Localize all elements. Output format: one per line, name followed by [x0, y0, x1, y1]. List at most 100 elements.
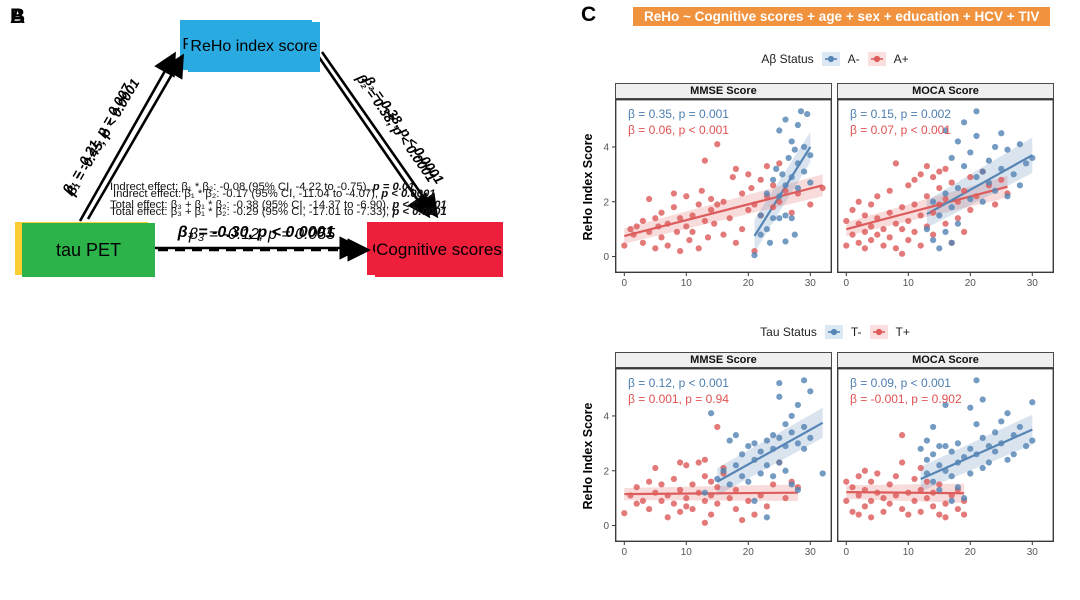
scatter-point-A+ [701, 217, 708, 225]
legend-label-t-minus: T- [850, 325, 862, 339]
scatter-point-T- [936, 442, 943, 450]
scatter-point-T- [807, 388, 814, 395]
scatter-point-A+ [967, 173, 974, 181]
scatter-point-A+ [701, 157, 708, 164]
scatter-point-A+ [673, 228, 681, 235]
scatter-point-A+ [861, 245, 868, 252]
scatter-point-A- [788, 138, 795, 145]
scatter-point-T- [770, 445, 777, 452]
scatter-point-A+ [729, 173, 736, 181]
scatter-point-T+ [652, 464, 659, 472]
scatter-point-T+ [917, 464, 924, 472]
scatter-point-T+ [757, 492, 764, 499]
scatter-point-T- [751, 440, 758, 447]
scatter-point-T- [979, 396, 986, 403]
scatter-point-A- [948, 154, 955, 162]
scatter-point-T- [708, 410, 715, 417]
x-tick-label: 0 [844, 547, 850, 558]
beta-annotation: β = 0.001, p = 0.94 [628, 392, 729, 406]
scatter-point-A+ [677, 247, 684, 255]
scatter-point-A- [782, 116, 789, 123]
scatter-point-T- [819, 470, 826, 477]
scatter-point-A- [794, 121, 801, 129]
scatter-point-T- [998, 418, 1005, 425]
scatter-point-A+ [936, 168, 943, 175]
scatter-point-T- [763, 514, 770, 521]
scatter-point-T+ [621, 510, 628, 517]
facet-strip-moca: MOCA Score [837, 352, 1054, 368]
scatter-point-A+ [732, 239, 739, 246]
scatter-point-T+ [849, 484, 856, 491]
x-tick-label: 0 [844, 278, 850, 289]
panel-b-label: B [10, 5, 26, 28]
scatter-point-T+ [874, 489, 881, 496]
scatter-point-A+ [748, 184, 755, 192]
legend-key-t-minus-icon [824, 325, 843, 339]
scatter-point-A+ [905, 182, 912, 189]
scatter-point-A+ [992, 201, 999, 208]
scatter-point-A- [973, 173, 980, 181]
scatter-point-A+ [646, 228, 653, 235]
scatter-point-A+ [868, 223, 875, 230]
scatter-point-A+ [930, 209, 937, 216]
scatter-point-A+ [751, 201, 758, 208]
scatter-point-T- [794, 401, 801, 409]
scatter-point-T- [979, 464, 986, 472]
scatter-point-T- [732, 432, 739, 439]
scatter-point-A+ [905, 237, 912, 244]
legend-label-a-plus: A+ [893, 52, 909, 66]
scatter-point-T+ [930, 503, 937, 510]
predictor-box-tau-pet: tau PET [22, 223, 155, 277]
scatter-point-A+ [714, 201, 721, 208]
scatter-point-A- [801, 143, 808, 151]
scatter-point-T+ [714, 423, 721, 431]
scatter-point-T- [776, 393, 783, 400]
scatter-point-A+ [874, 193, 881, 200]
scatter-point-A+ [967, 206, 974, 214]
scatter-point-A- [923, 226, 930, 233]
scatter-point-A+ [954, 215, 961, 222]
scatter-point-T+ [930, 489, 937, 496]
scatter-point-A+ [763, 163, 770, 170]
scatter-point-A- [770, 215, 777, 222]
scatter-point-T- [1004, 410, 1011, 417]
scatter-point-A- [776, 193, 783, 200]
scatter-point-A+ [917, 171, 924, 178]
facet-strip-mmse: MMSE Score [615, 83, 832, 99]
mediator-box: ReHo index score [188, 22, 320, 72]
scatter-point-T+ [905, 489, 912, 496]
scatter-point-T+ [880, 495, 887, 502]
scatter-point-T- [967, 470, 974, 477]
scatter-point-A+ [843, 217, 850, 225]
scatter-point-T+ [868, 497, 875, 504]
scatter-point-A+ [689, 228, 696, 235]
scatter-point-A+ [757, 176, 764, 183]
scatter-point-A- [973, 132, 980, 140]
scatter-point-A+ [930, 231, 937, 238]
scatter-point-T+ [911, 497, 918, 504]
scatter-point-A+ [652, 245, 659, 252]
scatter-point-T- [726, 437, 733, 444]
scatter-point-A+ [726, 215, 733, 222]
scatter-point-A+ [868, 237, 875, 244]
path-b-arrow [312, 49, 431, 219]
x-tick-label: 30 [1027, 278, 1039, 289]
scatter-point-A- [1029, 154, 1036, 162]
scatter-point-T- [1010, 432, 1017, 439]
scatter-point-A+ [855, 220, 862, 227]
scatter-point-A- [757, 212, 764, 219]
scatter-point-A+ [658, 234, 665, 241]
scatter-point-T+ [782, 495, 789, 502]
scatter-point-A- [791, 231, 798, 238]
scatter-point-A+ [670, 204, 677, 211]
scatter-point-A- [770, 176, 777, 183]
scatter-point-T+ [714, 500, 721, 507]
regression-line-A+ [846, 185, 1008, 231]
x-tick-label: 10 [681, 278, 693, 289]
scatter-point-T+ [664, 514, 671, 521]
scatter-point-T- [776, 459, 783, 466]
panel-b-mediation-tau: B ReHo index score tau PET Cognitive sco… [0, 0, 570, 300]
scatter-point-A- [936, 245, 943, 252]
scatter-point-T+ [899, 432, 906, 439]
